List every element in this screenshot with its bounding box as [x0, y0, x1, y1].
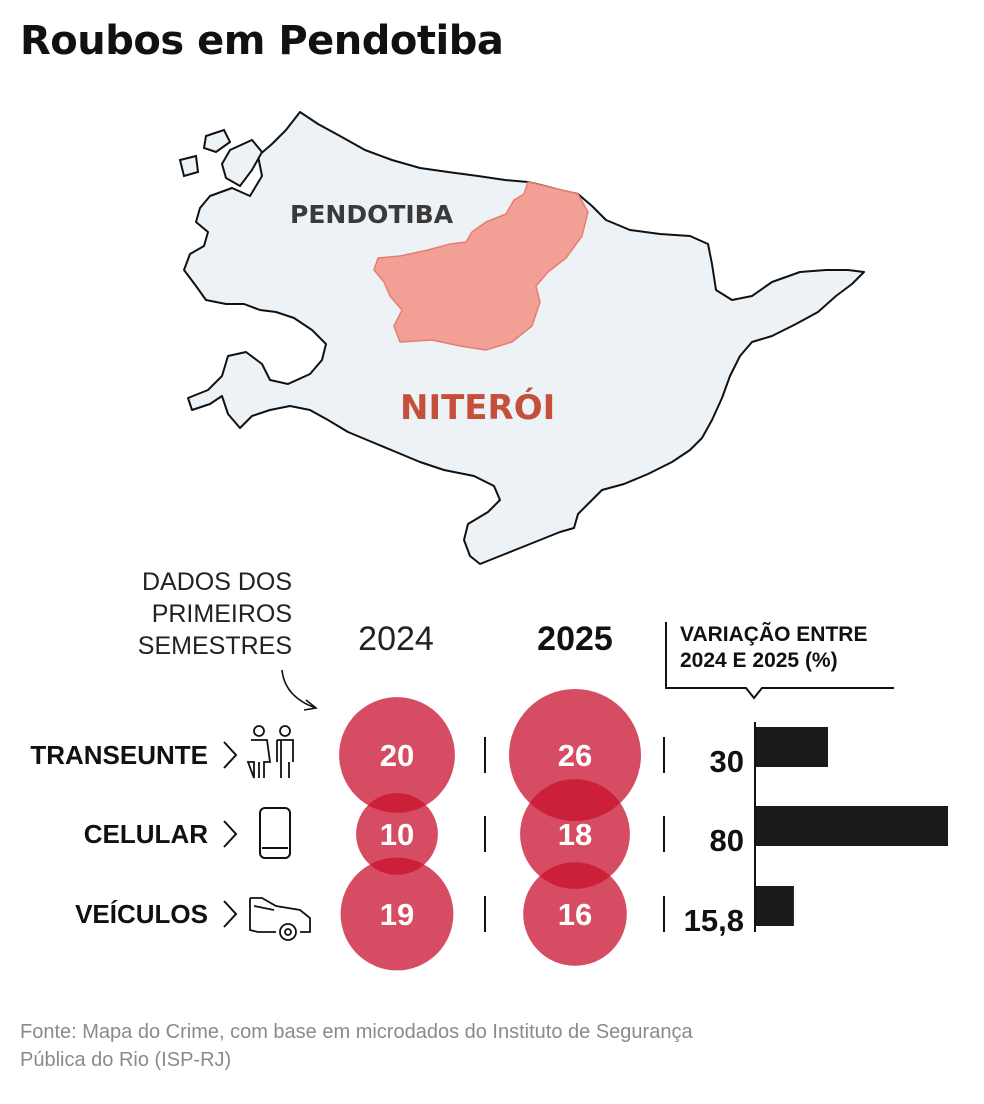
pendotiba-region-shape	[373, 181, 589, 351]
bubble-value-2024-celular: 10	[380, 817, 414, 852]
variation-bar-celular	[756, 806, 948, 846]
bubbles-layer	[339, 689, 641, 971]
niteroi-land-shape	[183, 111, 865, 565]
niteroi-label: NITERÓI	[400, 388, 556, 428]
bubble-value-2025-transeunte: 26	[558, 738, 592, 773]
variation-value-celular: 80	[710, 823, 744, 858]
source-note: Fonte: Mapa do Crime, com base em microd…	[20, 1021, 693, 1071]
pendotiba-label: PENDOTIBA	[290, 200, 454, 229]
note-arrow	[281, 669, 318, 711]
small-island-shape	[220, 138, 264, 188]
chevron-right-icon	[223, 820, 238, 848]
car-icon	[249, 897, 311, 941]
pedestrians-icon	[246, 725, 294, 779]
small-island-shape	[178, 154, 200, 178]
chart-title: Roubos em Pendotiba	[20, 18, 504, 64]
chevron-right-icon	[223, 900, 238, 928]
variation-bar-transeunte	[756, 727, 828, 767]
chevron-right-icon	[223, 741, 238, 769]
category-label-transeunte: TRANSEUNTE	[30, 740, 208, 770]
bubble-value-2024-transeunte: 20	[380, 738, 414, 773]
bubble-value-2025-celular: 18	[558, 817, 592, 852]
bubble-2024-transeunte	[339, 697, 455, 813]
bubble-2024-veículos	[340, 857, 454, 971]
marks-layer: 20 10 19 26 18 16 TRANSEUNTE 30 CELULAR 80 VEÍCULO…	[30, 727, 948, 938]
small-island-shape	[202, 128, 232, 154]
year-2024-header: 2024	[358, 620, 434, 658]
variation-header-bracket	[665, 622, 894, 700]
bubble-value-2024-veículos: 19	[380, 897, 414, 932]
category-label-celular: CELULAR	[84, 819, 208, 849]
bubble-2024-celular	[356, 793, 438, 875]
bubble-2025-veículos	[523, 862, 627, 966]
niteroi-map	[178, 111, 865, 565]
variation-bar-veículos	[756, 886, 794, 926]
bubble-value-2025-veículos: 16	[558, 897, 592, 932]
year-2025-header: 2025	[537, 620, 613, 658]
data-note: DADOS DOS PRIMEIROS SEMESTRES	[137, 568, 292, 660]
category-label-veículos: VEÍCULOS	[75, 899, 208, 929]
bubble-2025-celular	[520, 779, 630, 889]
variation-value-veículos: 15,8	[684, 903, 744, 938]
variation-header: VARIAÇÃO ENTRE 2024 E 2025 (%)	[680, 623, 868, 672]
phone-icon	[259, 807, 291, 859]
variation-value-transeunte: 30	[710, 744, 744, 779]
bubble-2025-transeunte	[509, 689, 641, 821]
